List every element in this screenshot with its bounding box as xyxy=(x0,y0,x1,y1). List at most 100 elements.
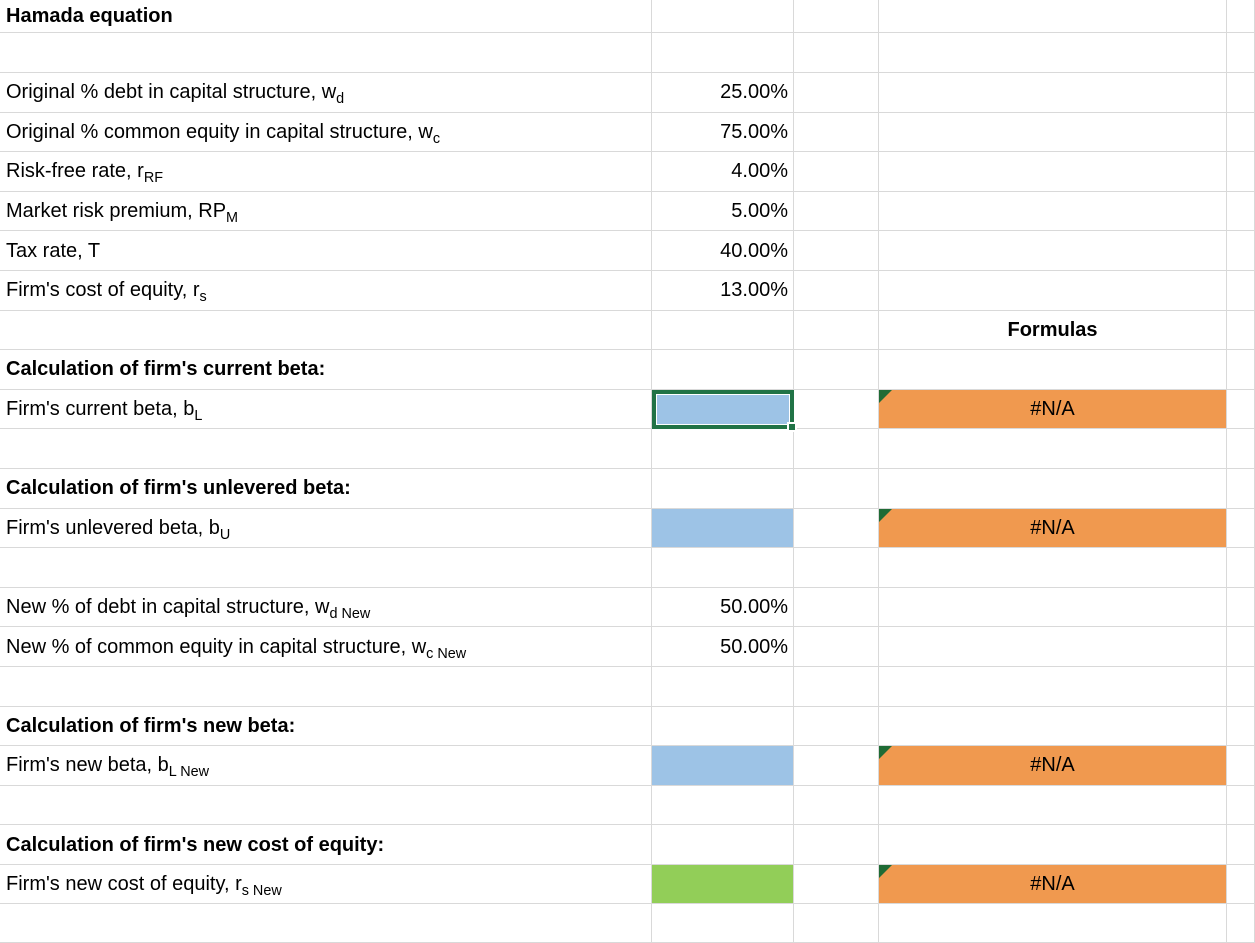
cell[interactable] xyxy=(794,389,879,430)
cell[interactable] xyxy=(879,112,1227,153)
cell-label-tax-rate[interactable]: Tax rate, T xyxy=(0,231,652,271)
cell[interactable] xyxy=(1227,468,1255,509)
cell[interactable] xyxy=(1227,310,1255,351)
cell-section-new-cost[interactable]: Calculation of firm's new cost of equity… xyxy=(0,825,652,865)
cell[interactable] xyxy=(794,33,879,73)
cell[interactable] xyxy=(1227,825,1255,865)
cell[interactable] xyxy=(1227,666,1255,707)
cell[interactable] xyxy=(879,706,1227,747)
cell-formula-new-beta[interactable]: #N/A xyxy=(879,746,1227,786)
cell[interactable] xyxy=(879,73,1227,113)
cell[interactable] xyxy=(652,706,794,747)
cell-label-original-equity[interactable]: Original % common equity in capital stru… xyxy=(0,112,652,153)
cell[interactable] xyxy=(1227,0,1255,33)
cell[interactable] xyxy=(0,548,652,588)
cell-label-new-cost[interactable]: Firm's new cost of equity, rs New xyxy=(0,864,652,905)
cell[interactable] xyxy=(879,587,1227,628)
cell[interactable] xyxy=(1227,231,1255,271)
cell-input-current-beta[interactable] xyxy=(652,389,797,433)
cell-section-new-beta[interactable]: Calculation of firm's new beta: xyxy=(0,706,652,747)
cell[interactable] xyxy=(879,785,1227,826)
cell[interactable] xyxy=(879,825,1227,865)
cell[interactable] xyxy=(0,785,652,826)
cell[interactable] xyxy=(794,73,879,113)
cell[interactable] xyxy=(794,627,879,667)
cell-label-current-beta[interactable]: Firm's current beta, bL xyxy=(0,389,652,430)
cell[interactable] xyxy=(1227,548,1255,588)
cell[interactable] xyxy=(794,191,879,232)
cell-section-unlevered-beta[interactable]: Calculation of firm's unlevered beta: xyxy=(0,468,652,509)
cell[interactable] xyxy=(794,112,879,153)
cell[interactable] xyxy=(794,666,879,707)
cell[interactable] xyxy=(1227,33,1255,73)
cell[interactable] xyxy=(652,785,794,826)
cell-label-market-premium[interactable]: Market risk premium, RPM xyxy=(0,191,652,232)
cell[interactable] xyxy=(879,270,1227,311)
cell[interactable] xyxy=(1227,429,1255,469)
cell[interactable] xyxy=(879,191,1227,232)
cell-value-tax-rate[interactable]: 40.00% xyxy=(652,231,794,271)
cell[interactable] xyxy=(794,0,879,33)
cell[interactable] xyxy=(879,666,1227,707)
cell-value-risk-free[interactable]: 4.00% xyxy=(652,152,794,192)
cell[interactable] xyxy=(794,825,879,865)
cell[interactable] xyxy=(1227,152,1255,192)
cell[interactable] xyxy=(1227,706,1255,747)
cell[interactable] xyxy=(652,0,794,33)
cell[interactable] xyxy=(794,508,879,549)
cell-title[interactable]: Hamada equation xyxy=(0,0,652,33)
cell[interactable] xyxy=(652,666,794,707)
cell-label-new-debt[interactable]: New % of debt in capital structure, wd N… xyxy=(0,587,652,628)
cell[interactable] xyxy=(879,548,1227,588)
cell[interactable] xyxy=(794,429,879,469)
cell[interactable] xyxy=(1227,904,1255,943)
cell[interactable] xyxy=(794,746,879,786)
cell[interactable] xyxy=(879,468,1227,509)
cell-value-original-equity[interactable]: 75.00% xyxy=(652,112,794,153)
cell[interactable] xyxy=(794,904,879,943)
cell[interactable] xyxy=(1227,587,1255,628)
cell-section-current-beta[interactable]: Calculation of firm's current beta: xyxy=(0,350,652,390)
cell-label-original-debt[interactable]: Original % debt in capital structure, wd xyxy=(0,73,652,113)
cell-value-original-debt[interactable]: 25.00% xyxy=(652,73,794,113)
cell[interactable] xyxy=(652,468,794,509)
cell[interactable] xyxy=(652,429,794,469)
cell[interactable] xyxy=(794,270,879,311)
cell-formula-new-cost[interactable]: #N/A xyxy=(879,864,1227,905)
cell[interactable] xyxy=(794,152,879,192)
cell[interactable] xyxy=(652,33,794,73)
cell-result-new-cost[interactable] xyxy=(652,864,794,905)
cell[interactable] xyxy=(1227,73,1255,113)
cell-formulas-header[interactable]: Formulas xyxy=(879,310,1227,351)
cell[interactable] xyxy=(794,231,879,271)
cell[interactable] xyxy=(0,33,652,73)
cell[interactable] xyxy=(652,310,794,351)
cell[interactable] xyxy=(794,350,879,390)
cell[interactable] xyxy=(0,429,652,469)
cell[interactable] xyxy=(1227,508,1255,549)
cell[interactable] xyxy=(1227,270,1255,311)
cell[interactable] xyxy=(879,152,1227,192)
cell[interactable] xyxy=(794,310,879,351)
cell[interactable] xyxy=(1227,350,1255,390)
cell[interactable] xyxy=(1227,627,1255,667)
cell[interactable] xyxy=(1227,785,1255,826)
cell[interactable] xyxy=(794,785,879,826)
cell[interactable] xyxy=(0,904,652,943)
cell[interactable] xyxy=(0,310,652,351)
cell[interactable] xyxy=(879,231,1227,271)
cell[interactable] xyxy=(0,666,652,707)
cell[interactable] xyxy=(1227,389,1255,430)
cell-label-new-beta[interactable]: Firm's new beta, bL New xyxy=(0,746,652,786)
cell-value-market-premium[interactable]: 5.00% xyxy=(652,191,794,232)
cell-value-new-equity[interactable]: 50.00% xyxy=(652,627,794,667)
cell-label-new-equity[interactable]: New % of common equity in capital struct… xyxy=(0,627,652,667)
cell[interactable] xyxy=(652,548,794,588)
cell[interactable] xyxy=(879,627,1227,667)
cell-input-new-beta[interactable] xyxy=(652,746,794,786)
cell[interactable] xyxy=(879,33,1227,73)
cell[interactable] xyxy=(652,350,794,390)
cell[interactable] xyxy=(879,0,1227,33)
cell-label-cost-equity[interactable]: Firm's cost of equity, rs xyxy=(0,270,652,311)
cell-label-risk-free[interactable]: Risk-free rate, rRF xyxy=(0,152,652,192)
